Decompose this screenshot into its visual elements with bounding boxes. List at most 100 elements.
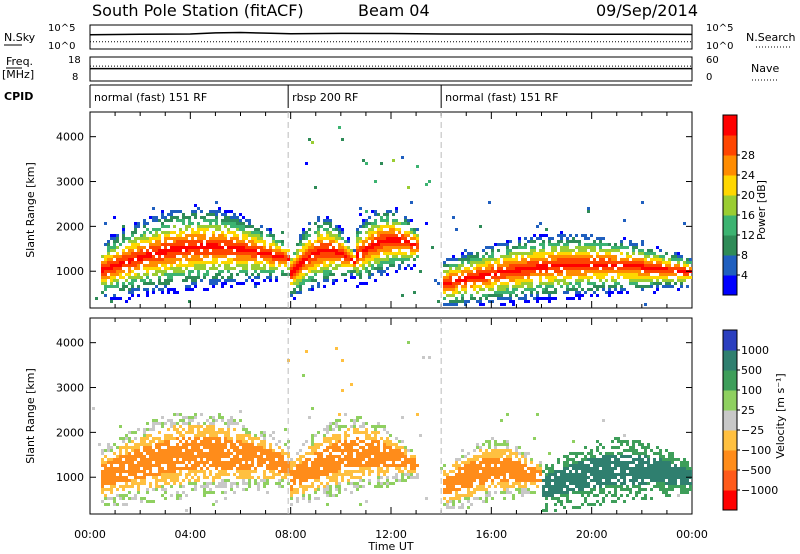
- data-cell: [104, 282, 107, 285]
- data-cell: [392, 443, 395, 446]
- data-cell: [470, 467, 473, 470]
- data-cell: [215, 437, 218, 440]
- data-cell: [602, 476, 605, 479]
- data-cell: [464, 285, 467, 288]
- data-cell: [317, 455, 320, 458]
- data-cell: [125, 455, 128, 458]
- data-cell: [671, 270, 674, 273]
- data-cell: [515, 282, 518, 285]
- data-cell: [233, 428, 236, 431]
- data-cell: [140, 240, 143, 243]
- data-cell: [578, 294, 581, 297]
- data-cell: [251, 240, 254, 243]
- data-cell: [173, 246, 176, 249]
- data-cell: [503, 255, 506, 258]
- data-cell: [407, 255, 410, 258]
- data-cell: [398, 237, 401, 240]
- data-cell: [212, 261, 215, 264]
- data-cell: [395, 252, 398, 255]
- data-cell: [341, 452, 344, 455]
- data-cell: [344, 449, 347, 452]
- data-cell: [527, 488, 530, 491]
- data-cell: [359, 276, 362, 279]
- data-cell: [140, 443, 143, 446]
- data-cell: [464, 249, 467, 252]
- data-cell: [563, 246, 566, 249]
- data-cell: [218, 413, 221, 416]
- data-cell: [404, 240, 407, 243]
- data-cell: [251, 443, 254, 446]
- data-cell: [308, 261, 311, 264]
- data-cell: [575, 234, 578, 237]
- data-cell: [200, 452, 203, 455]
- data-cell: [329, 231, 332, 234]
- data-cell: [236, 234, 239, 237]
- data-cell: [515, 473, 518, 476]
- data-cell: [314, 240, 317, 243]
- data-cell: [125, 494, 128, 497]
- data-cell: [338, 458, 341, 461]
- data-cell: [113, 240, 116, 243]
- data-cell: [131, 234, 134, 237]
- data-cell: [377, 473, 380, 476]
- data-cell: [587, 267, 590, 270]
- data-cell: [443, 261, 446, 264]
- data-cell: [596, 243, 599, 246]
- data-cell: [491, 482, 494, 485]
- data-cell: [587, 491, 590, 494]
- data-cell: [224, 216, 227, 219]
- data-cell: [614, 261, 617, 264]
- data-cell: [299, 291, 302, 294]
- data-cell: [227, 231, 230, 234]
- data-cell: [347, 237, 350, 240]
- data-cell: [305, 467, 308, 470]
- data-cell: [551, 282, 554, 285]
- data-cell: [122, 249, 125, 252]
- data-cell: [509, 273, 512, 276]
- data-cell: [314, 488, 317, 491]
- data-cell: [224, 261, 227, 264]
- data-cell: [590, 461, 593, 464]
- data-cell: [146, 288, 149, 291]
- data-cell: [146, 267, 149, 270]
- data-cell: [359, 446, 362, 449]
- data-cell: [524, 485, 527, 488]
- data-cell: [395, 476, 398, 479]
- data-cell: [500, 482, 503, 485]
- data-cell: [215, 476, 218, 479]
- data-cell: [107, 261, 110, 264]
- data-cell: [497, 461, 500, 464]
- data-cell: [326, 216, 329, 219]
- data-cell: [332, 494, 335, 497]
- data-cell: [209, 261, 212, 264]
- data-cell: [545, 234, 548, 237]
- data-cell: [215, 216, 218, 219]
- data-cell: [305, 258, 308, 261]
- data-cell: [194, 267, 197, 270]
- data-cell: [380, 225, 383, 228]
- data-cell: [113, 276, 116, 279]
- data-cell: [344, 446, 347, 449]
- data-cell: [101, 482, 104, 485]
- data-cell: [215, 243, 218, 246]
- data-cell: [269, 458, 272, 461]
- data-cell: [113, 249, 116, 252]
- data-cell: [503, 482, 506, 485]
- data-cell: [503, 291, 506, 294]
- data-cell: [581, 258, 584, 261]
- data-cell: [563, 279, 566, 282]
- data-cell: [224, 473, 227, 476]
- data-cell: [191, 458, 194, 461]
- station-title: South Pole Station (fitACF): [92, 1, 304, 20]
- data-cell: [374, 249, 377, 252]
- data-cell: [674, 258, 677, 261]
- data-cell: [131, 464, 134, 467]
- data-cell: [473, 273, 476, 276]
- data-cell: [275, 473, 278, 476]
- data-cell: [212, 276, 215, 279]
- data-cell: [545, 491, 548, 494]
- data-cell: [182, 231, 185, 234]
- data-cell: [233, 419, 236, 422]
- data-cell: [479, 449, 482, 452]
- data-cell: [191, 455, 194, 458]
